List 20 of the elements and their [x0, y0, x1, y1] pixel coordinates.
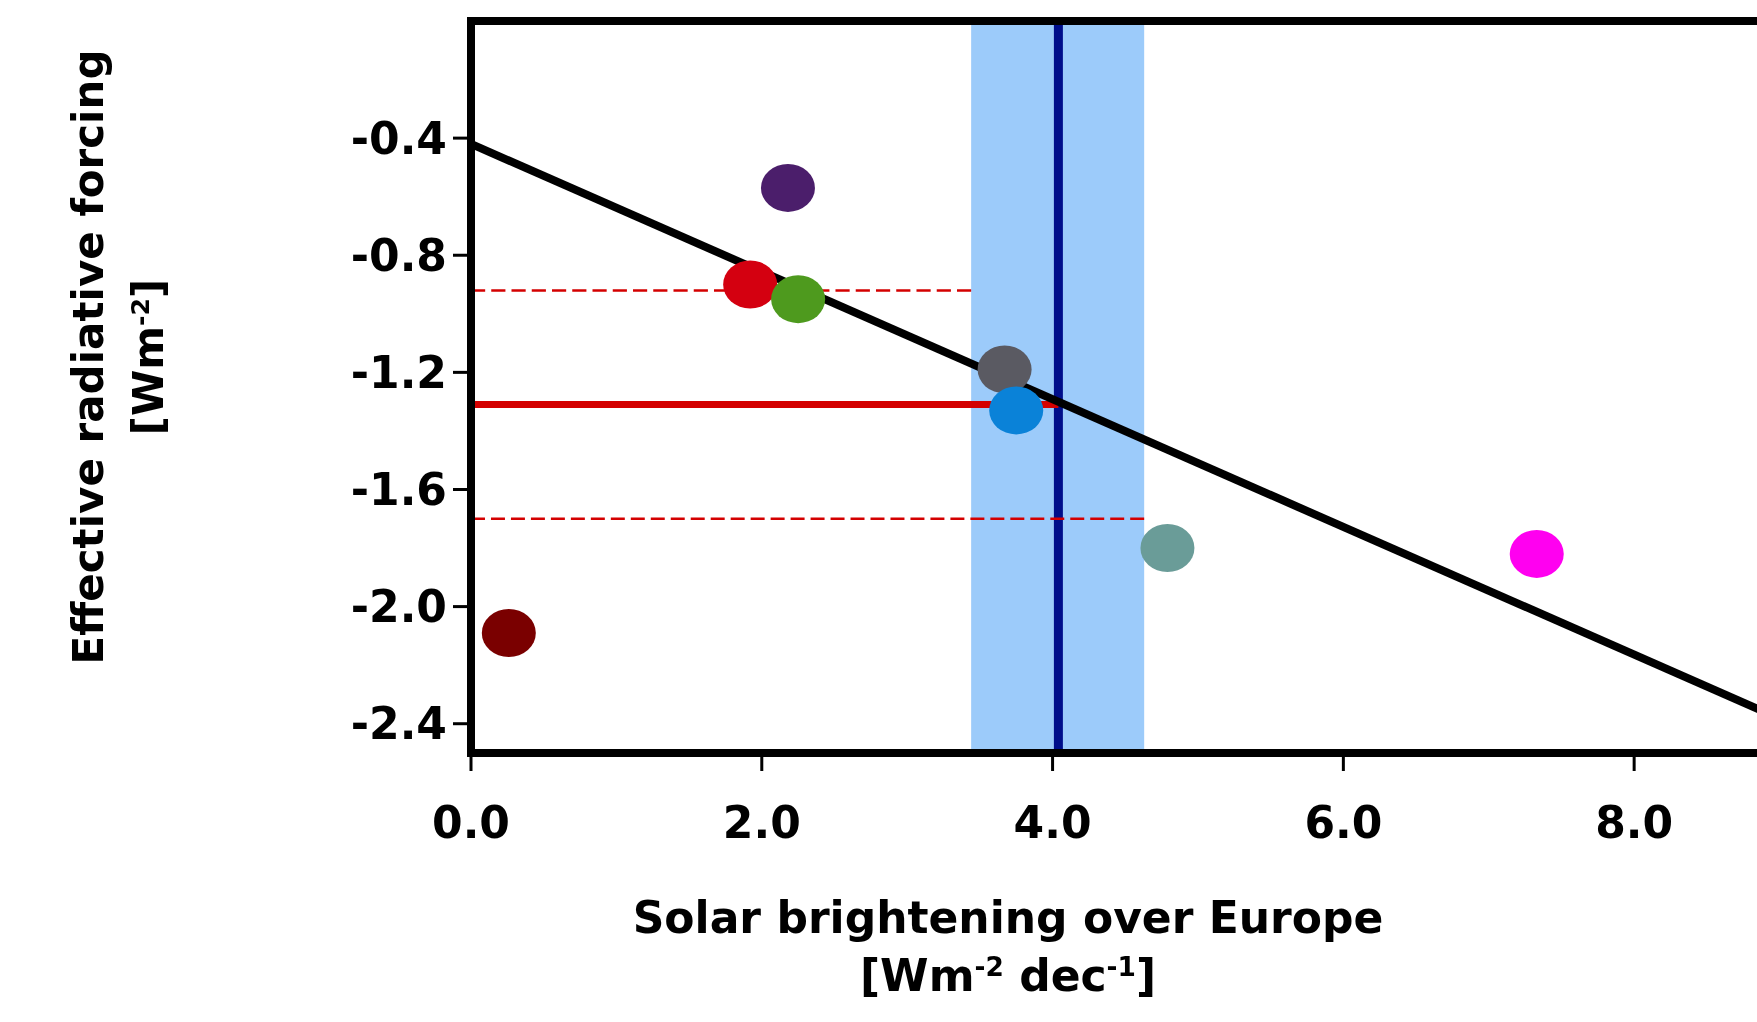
x-tick-label: 2.0 [722, 797, 801, 848]
point [481, 608, 536, 657]
x-tick-label: 0.0 [432, 797, 510, 848]
y-tick-label: -0.4 [350, 112, 447, 164]
point [989, 386, 1044, 435]
y-tick-label: -0.8 [350, 229, 447, 281]
x-tick-label: 8.0 [1595, 797, 1674, 848]
point [1140, 524, 1195, 573]
point [760, 163, 815, 212]
y-tick-label: -2.4 [350, 698, 447, 750]
x-tick-label: 4.0 [1013, 797, 1092, 848]
x-axis-title: Solar brightening over Europe [Wm$^{-2}$ dec$^{-1}$] [632, 892, 1384, 1001]
y-tick-label: -2.0 [350, 581, 447, 632]
point [771, 275, 826, 324]
x-tick-label: 6.0 [1304, 797, 1383, 848]
point [1509, 529, 1564, 578]
point [723, 260, 778, 309]
y-tick-label: -1.6 [350, 463, 447, 515]
y-tick-label: -1.2 [350, 346, 447, 398]
point [977, 345, 1032, 394]
